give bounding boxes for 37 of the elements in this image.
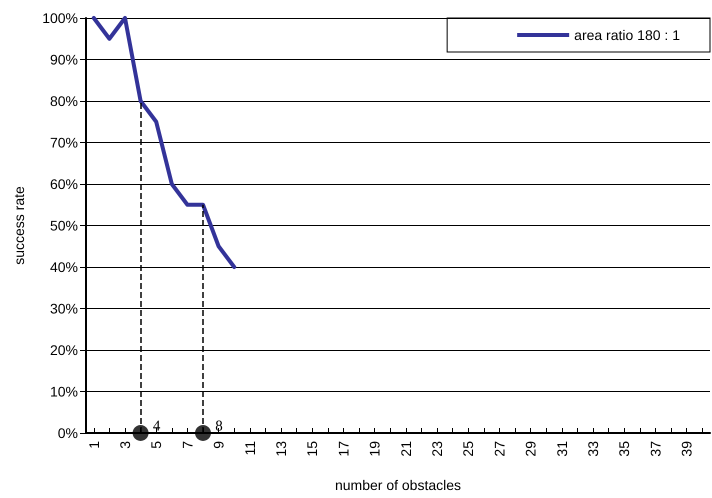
x-tick-label: 21 xyxy=(398,440,414,457)
y-axis-title: success rate xyxy=(11,186,27,265)
legend-label: area ratio 180 : 1 xyxy=(574,27,680,43)
x-tick-label: 23 xyxy=(429,440,445,457)
line-series xyxy=(92,16,236,269)
y-tick-label: 0% xyxy=(58,425,78,441)
y-tick-label: 100% xyxy=(42,10,78,26)
x-axis-title: number of obstacles xyxy=(334,477,462,493)
x-tick-label: 37 xyxy=(647,440,664,457)
y-tick-label: 20% xyxy=(50,342,78,358)
y-tick-label: 40% xyxy=(50,259,78,275)
y-tick-label: 80% xyxy=(50,93,78,109)
y-tick-label: 60% xyxy=(50,176,78,192)
x-tick-label: 27 xyxy=(491,440,508,457)
x-tick-label: 39 xyxy=(678,440,695,457)
x-tick-label: 33 xyxy=(585,440,601,457)
y-tick-label: 30% xyxy=(50,300,78,316)
x-tick-label: 15 xyxy=(304,440,320,457)
x-tick-label: 13 xyxy=(273,440,289,457)
y-tick-label: 70% xyxy=(50,134,78,150)
x-tick-label: 25 xyxy=(460,440,476,457)
x-tick-label: 35 xyxy=(616,440,632,457)
x-tick-label: 7 xyxy=(179,440,196,449)
x-tick-label: 1 xyxy=(86,440,102,449)
x-tick-label: 11 xyxy=(242,440,258,456)
x-tick-label: 5 xyxy=(148,440,164,449)
y-tick-label: 10% xyxy=(50,384,78,400)
ref-line-label: 4 xyxy=(152,418,161,434)
x-tick-label: 31 xyxy=(554,440,570,457)
x-tick-label: 19 xyxy=(366,440,383,457)
y-tick-label: 90% xyxy=(50,52,78,68)
x-tick-label: 3 xyxy=(117,440,133,449)
y-tick-label: 50% xyxy=(50,218,78,234)
x-tick-label: 29 xyxy=(522,440,539,457)
x-tick-label: 9 xyxy=(210,440,227,449)
x-tick-label: 17 xyxy=(335,440,352,457)
ref-line-label: 8 xyxy=(215,418,223,434)
